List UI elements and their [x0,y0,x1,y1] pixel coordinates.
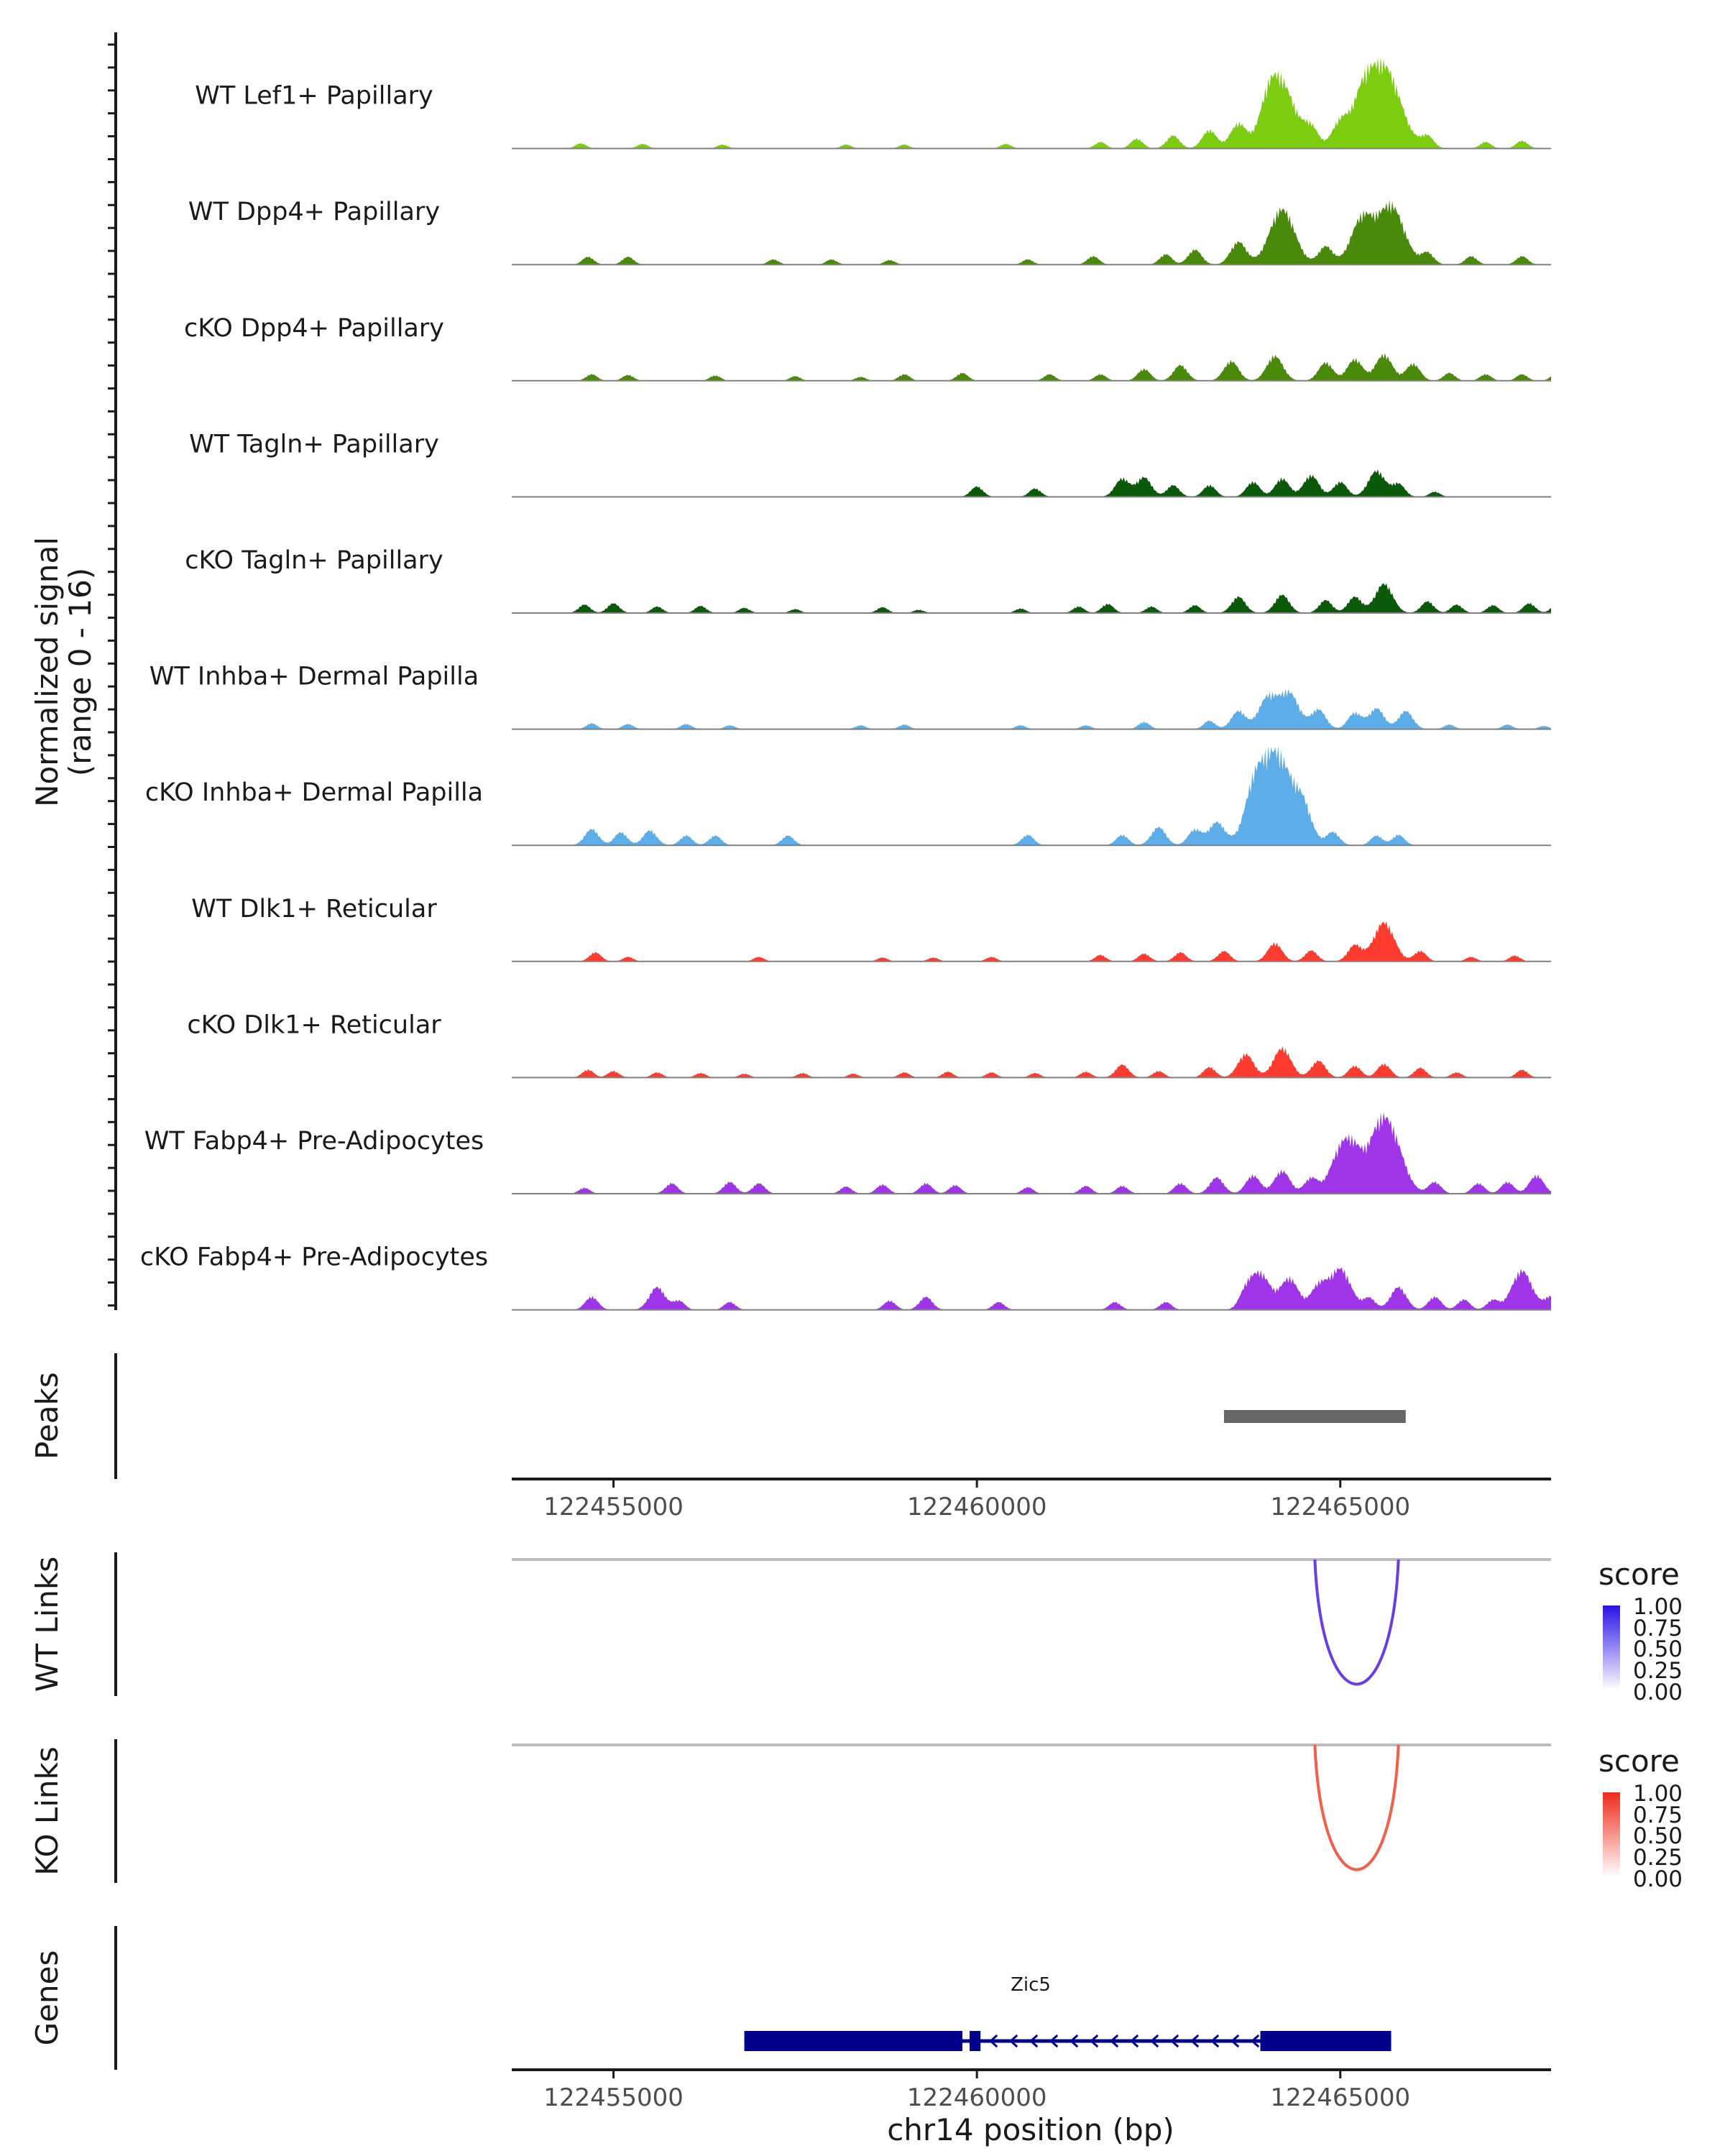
x-axis-title: chr14 position (bp) [887,2112,1174,2147]
x-tick-label: 122465000 [1270,2083,1410,2112]
coverage-area [512,921,1551,962]
coverage-track-11: cKO Fabp4+ Pre-Adipocytes [140,1243,1551,1311]
coverage-track-8: WT Dlk1+ Reticular [191,895,1551,962]
x-tick-label: 122460000 [907,1493,1047,1521]
wt-links-label: WT Links [29,1557,65,1692]
ko-legend-title: score [1598,1743,1680,1779]
gene-exon [1260,2031,1392,2051]
coverage-track-6: WT Inhba+ Dermal Papilla [150,663,1551,730]
link-arc [1313,1744,1400,1871]
coverage-tracks: WT Lef1+ Papillary WT Dpp4+ Papillary cKO … [140,56,1551,1311]
strand-arrow [1049,2034,1059,2048]
wt-legend-tick-4: 0.25 [1633,1658,1683,1684]
strand-arrow [1149,2034,1159,2048]
x-tick-label: 122465000 [1270,1493,1410,1521]
strand-arrow [1169,2034,1179,2048]
coverage-area [512,583,1551,613]
wt-links-track: WT Links [29,1552,1551,1696]
track-label: cKO Dpp4+ Papillary [184,314,444,343]
peaks-track: Peaks [29,1353,1406,1479]
genes-track: Genes Zic5 [29,1926,1392,2070]
peak-regions [1223,1410,1406,1423]
coverage-track-10: WT Fabp4+ Pre-Adipocytes [144,1112,1551,1194]
peak-region [1223,1410,1406,1423]
x-tick-label: 122460000 [907,2083,1047,2112]
strand-arrow [1109,2034,1119,2048]
genes-track-label: Genes [29,1950,65,2046]
coverage-track-5: cKO Tagln+ Papillary [185,546,1551,614]
gene-exon [970,2031,981,2051]
gene-exon [744,2031,962,2051]
gene-model [744,2031,1392,2051]
y-axis-ticks [108,43,116,1307]
wt-legend-title: score [1598,1557,1680,1592]
track-label: WT Inhba+ Dermal Papilla [150,663,479,691]
wt-legend-tick-5: 0.00 [1633,1680,1683,1705]
track-label: cKO Dlk1+ Reticular [187,1010,441,1039]
coverage-area [512,469,1551,497]
coverage-track-3: cKO Dpp4+ Papillary [184,314,1551,382]
coverage-area [512,1267,1551,1310]
wt-score-legend: score 1.00 0.75 0.50 0.25 0.00 [1598,1557,1683,1705]
coverage-y-axis [108,32,117,1310]
ko-links-track: KO Links [29,1739,1551,1883]
ko-legend-tick-2: 0.75 [1633,1802,1683,1828]
wt-legend-tick-1: 1.00 [1633,1594,1683,1620]
track-label: cKO Tagln+ Papillary [185,546,443,575]
y-axis-title: Normalized signal [29,537,65,807]
coverage-track-7: cKO Inhba+ Dermal Papilla [145,745,1551,847]
coverage-area [512,56,1551,149]
wt-legend-tick-3: 0.50 [1633,1636,1683,1662]
x-axis-top: 122455000 122460000 122465000 [512,1478,1551,1521]
track-label: cKO Fabp4+ Pre-Adipocytes [140,1243,488,1272]
ko-score-legend: score 1.00 0.75 0.50 0.25 0.00 [1598,1743,1683,1892]
track-label: WT Lef1+ Papillary [195,82,433,111]
track-label: cKO Inhba+ Dermal Papilla [145,778,483,807]
x-tick-label: 122455000 [543,2083,684,2112]
coverage-track-2: WT Dpp4+ Papillary [188,198,1551,266]
x-axis-bottom: 122455000 122460000 122465000 [512,2068,1551,2112]
coverage-track-4: WT Tagln+ Papillary [189,430,1551,498]
strand-arrow [1069,2034,1079,2048]
strand-arrow [1029,2034,1039,2048]
x-axis-top-ticks: 122455000 122460000 122465000 [543,1479,1410,1521]
strand-arrow [1210,2034,1220,2048]
coverage-area [512,200,1551,265]
peaks-track-label: Peaks [29,1372,65,1460]
link-arc [1313,1559,1400,1686]
strand-arrow [1089,2034,1099,2048]
strand-arrow [1230,2034,1240,2048]
ko-legend-tick-5: 0.00 [1633,1866,1683,1892]
gene-name-label: Zic5 [1011,1974,1051,1996]
coverage-area [512,353,1551,381]
coverage-area [512,745,1551,846]
coverage-area [512,1112,1551,1194]
ko-links-label: KO Links [29,1746,65,1876]
x-axis-bottom-ticks: 122455000 122460000 122465000 [543,2070,1410,2112]
x-tick-label: 122455000 [543,1493,684,1521]
strand-arrow [1008,2034,1018,2048]
coverage-track-9: cKO Dlk1+ Reticular [187,1010,1551,1079]
ko-legend-tick-3: 0.50 [1633,1823,1683,1849]
track-label: WT Dpp4+ Papillary [188,198,440,226]
wt-link-arcs [1313,1559,1400,1686]
strand-arrow [1250,2034,1260,2048]
strand-arrow [1190,2034,1200,2048]
track-label: WT Tagln+ Papillary [189,430,439,459]
ko-legend-tick-1: 1.00 [1633,1781,1683,1807]
strand-arrow [1129,2034,1139,2048]
wt-legend-tick-2: 0.75 [1633,1616,1683,1641]
ko-legend-colorbar [1603,1792,1620,1877]
track-label: WT Fabp4+ Pre-Adipocytes [144,1127,484,1156]
coverage-track-1: WT Lef1+ Papillary [195,56,1551,149]
coverage-area [512,1046,1551,1078]
coverage-area [512,688,1551,729]
track-label: WT Dlk1+ Reticular [191,895,437,923]
ko-legend-tick-4: 0.25 [1633,1845,1683,1871]
strand-arrow [988,2034,998,2048]
ko-link-arcs [1313,1744,1400,1871]
wt-legend-colorbar [1603,1606,1620,1690]
y-axis-range: (range 0 - 16) [63,568,98,776]
